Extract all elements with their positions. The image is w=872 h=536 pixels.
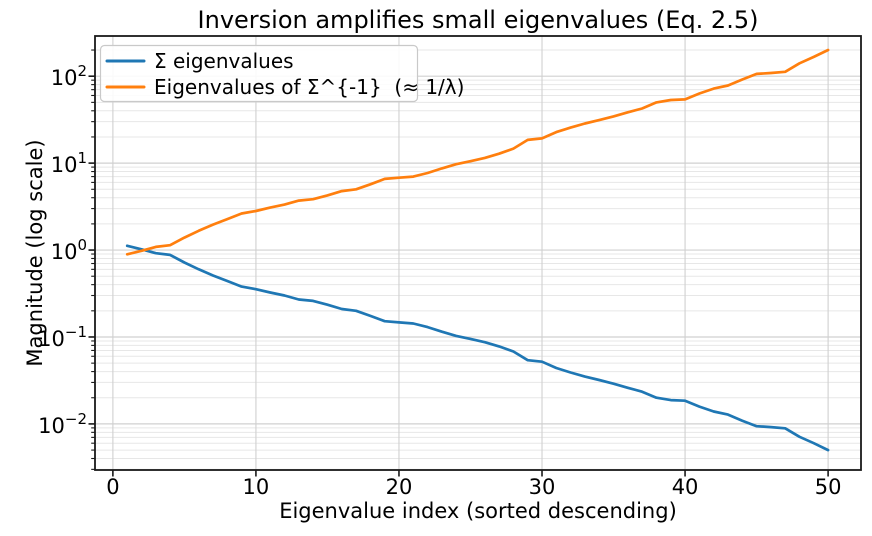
- x-tick-labels: 0 10 20 30 40 50: [106, 475, 841, 499]
- y-tick-exponent: −2: [65, 410, 87, 428]
- x-tick-label: 20: [386, 475, 413, 499]
- series-line-inverse-eigenvalues: [125, 48, 830, 256]
- x-tick-label: 50: [815, 475, 842, 499]
- legend-label: Σ eigenvalues: [154, 49, 294, 73]
- y-tick-exponent: 2: [77, 62, 87, 80]
- legend-item: Eigenvalues of Σ^{-1} (≈ 1/λ): [105, 75, 464, 99]
- x-axis-label: Eigenvalue index (sorted descending): [279, 499, 677, 523]
- y-tick-exponent: 0: [77, 236, 87, 254]
- x-tick-label: 0: [106, 475, 119, 499]
- legend-box: [99, 44, 419, 103]
- y-tick-label: 102: [51, 62, 87, 90]
- ticks: [88, 49, 829, 477]
- x-tick-label: 10: [243, 475, 270, 499]
- y-tick-label: 100: [51, 236, 87, 264]
- grid-vertical: [112, 36, 829, 470]
- legend-label: Eigenvalues of Σ^{-1} (≈ 1/λ): [154, 75, 464, 99]
- legend-item: Σ eigenvalues: [105, 49, 294, 73]
- series-line-sigma-eigenvalues: [125, 244, 830, 452]
- x-tick-label: 30: [529, 475, 556, 499]
- chart-title: Inversion amplifies small eigenvalues (E…: [197, 6, 759, 34]
- y-tick-exponent: −1: [65, 323, 87, 341]
- axes-frame: [94, 35, 862, 471]
- grid-minor: [95, 49, 861, 470]
- y-axis-label: Magnitude (log scale): [23, 139, 47, 367]
- y-tick-label: 101: [51, 149, 87, 177]
- x-tick-label: 40: [672, 475, 699, 499]
- y-tick-exponent: 1: [77, 149, 87, 167]
- series-group: [125, 48, 830, 452]
